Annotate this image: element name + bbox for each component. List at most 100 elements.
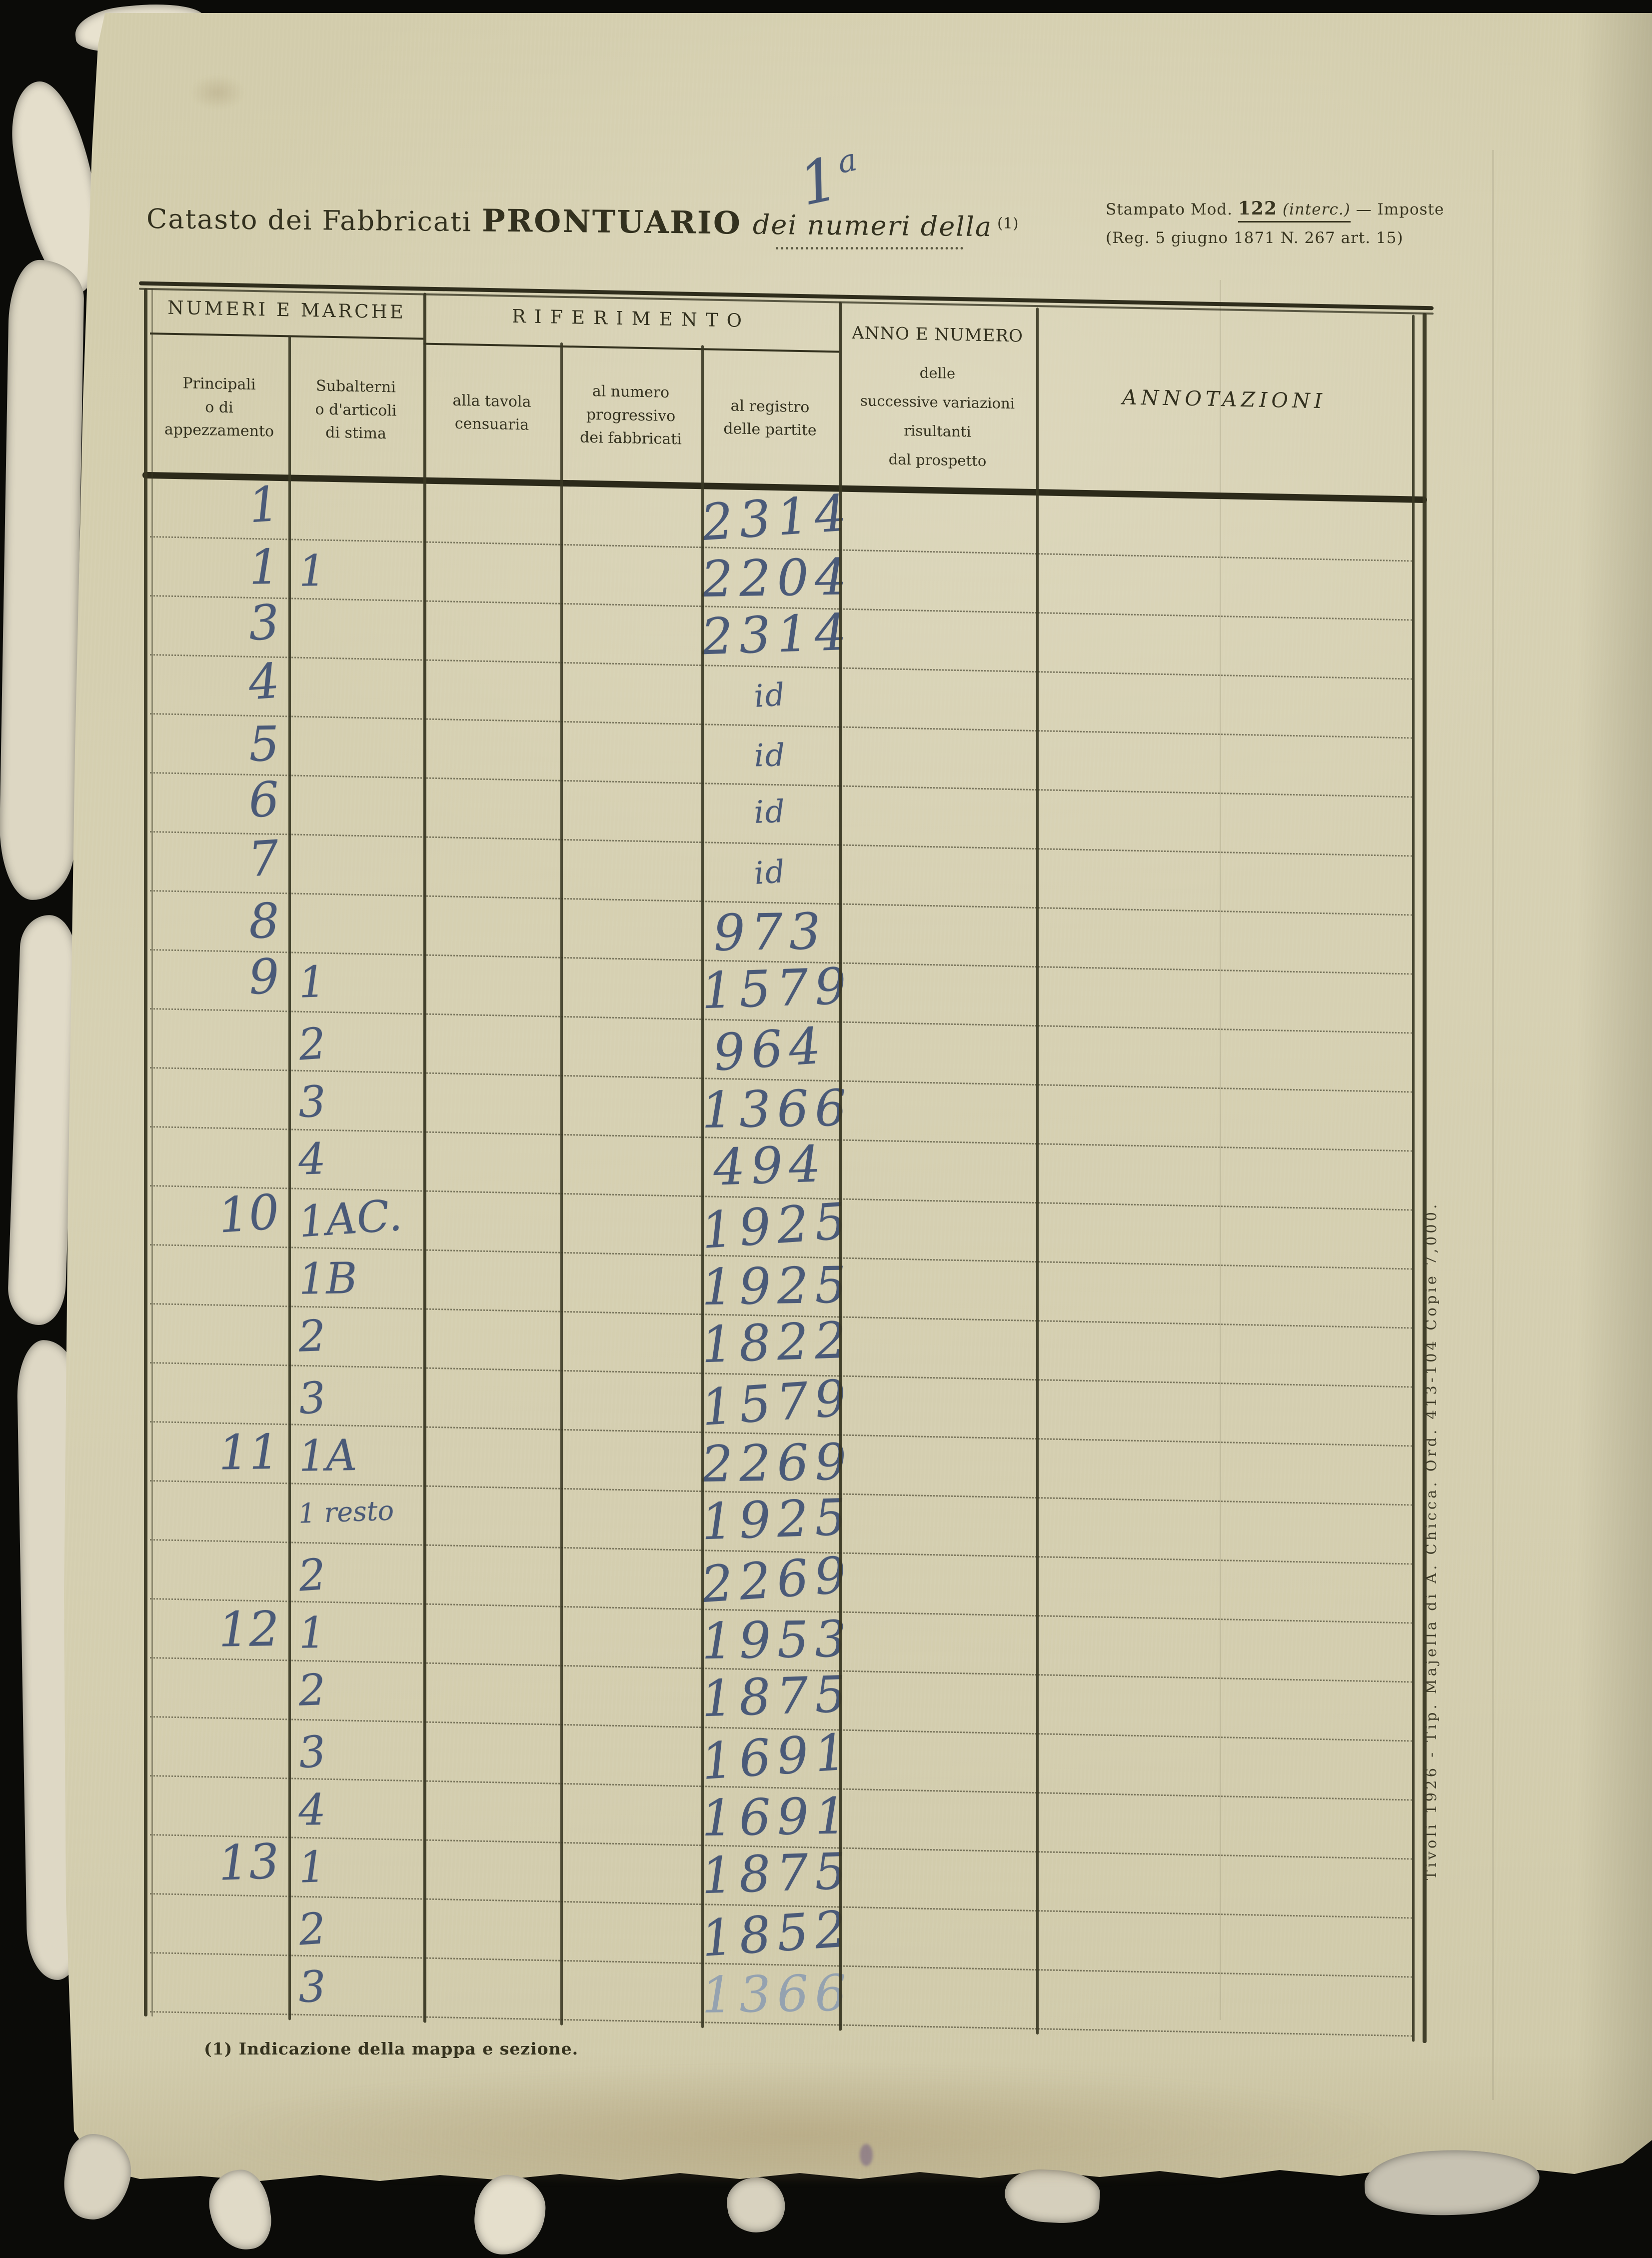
column-rule	[701, 345, 704, 2028]
subalterno-value: 3	[297, 1962, 327, 2012]
registro-value: 2314	[699, 602, 854, 666]
page-title: Catasto dei Fabbricati PRONTUARIO dei nu…	[146, 199, 1019, 244]
paper-crease	[1220, 280, 1221, 2020]
title-prefix: Catasto dei Fabbricati	[146, 203, 472, 238]
registro-value: id	[753, 736, 787, 774]
column-header-tavola-censuaria: alla tavola censuaria	[452, 392, 531, 434]
subalterno-value: 2	[296, 1904, 328, 1956]
paper-stain	[190, 75, 245, 110]
registro-value: 2314	[699, 483, 855, 552]
subalterno-value: 2	[297, 1664, 327, 1716]
registro-value: id	[753, 792, 787, 830]
subalterno-value	[287, 596, 425, 658]
principale-value	[149, 1954, 289, 2014]
ink-smudge	[860, 2144, 873, 2166]
principale-value	[149, 1778, 289, 1837]
registro-value: 2269	[699, 1545, 855, 1614]
principale-value	[148, 1302, 290, 1364]
principale-value	[148, 1537, 291, 1604]
subalterno-value: 1	[297, 546, 327, 596]
form-stamp: Stampato Mod. 122 (interc.) — Imposte (R…	[1106, 198, 1496, 247]
principale-value: 3	[247, 594, 281, 652]
principale-value: 1	[246, 476, 282, 534]
registro-value: 1852	[699, 1899, 855, 1968]
principale-value: 6	[247, 771, 281, 828]
principale-value	[149, 1246, 289, 1306]
registro-value: 1925	[699, 1488, 854, 1552]
registro-value: 1579	[699, 1368, 855, 1438]
subalterno-value: 4	[297, 1134, 327, 1185]
table-header: NUMERI E MARCHE RIFERIMENTO Principali o…	[139, 281, 1434, 504]
principale-value	[148, 1714, 291, 1781]
subalterno-value: 1	[297, 1608, 327, 1658]
subalterno-value	[286, 832, 426, 898]
title-suffix: dei numeri della	[752, 208, 993, 243]
subalterno-value: 3	[297, 1076, 327, 1128]
title-emphasis: PRONTUARIO	[482, 202, 742, 242]
subalterno-value	[286, 655, 426, 722]
registro-value: 1822	[699, 1310, 854, 1374]
column-rule	[839, 302, 842, 2031]
column-header-principali: Principali o di appezzamento	[164, 374, 274, 441]
subalterno-value: 1	[297, 1842, 327, 1893]
subalterno-value	[287, 774, 425, 836]
registro-value: 1925	[699, 1191, 855, 1260]
column-header-subalterni: Subalterni o d'articoli di stima	[315, 377, 397, 443]
subalterno-value: 1AC.	[296, 1190, 404, 1248]
group-underline	[150, 332, 423, 340]
subalterno-value: 2	[296, 1018, 328, 1070]
principale-value: 4	[246, 652, 282, 711]
column-rule	[151, 288, 153, 2017]
column-rule	[560, 342, 563, 2026]
principale-value: 13	[216, 1833, 281, 1892]
column-rule	[144, 288, 147, 2016]
register-table: NUMERI E MARCHE RIFERIMENTO Principali o…	[139, 281, 1434, 2046]
subalterno-value: 1A	[297, 1430, 358, 1482]
principale-value: 7	[246, 830, 282, 888]
principale-value	[148, 1479, 290, 1541]
group-header-numeri-e-marche: NUMERI E MARCHE	[167, 296, 406, 323]
stamp-interc: (interc.)	[1282, 200, 1351, 218]
table-body: 1 2314 1 1 2204 3 2314 4 id 5 id 6 id 7 id 8 973 9 1 1579 2 9…	[148, 476, 1412, 2037]
column-header-annotazioni: ANNOTAZIONI	[1122, 385, 1327, 414]
anno-header-subtitle: delle successive variazioni risultanti d…	[860, 364, 1015, 470]
principale-value	[148, 1125, 290, 1187]
column-rule	[423, 292, 426, 2023]
handwritten-section-number: 1a	[793, 141, 861, 219]
footnote-reference: (1)	[997, 214, 1019, 232]
stamp-line1: Stampato Mod. 122 (interc.) — Imposte	[1106, 198, 1496, 222]
dotted-fill-line	[776, 247, 963, 250]
column-header-anno-e-numero: ANNO E NUMERO delle successive variazion…	[839, 308, 1036, 490]
principale-value: 10	[215, 1184, 282, 1244]
principale-value: 12	[217, 1600, 280, 1658]
registro-value: 1691	[699, 1722, 855, 1792]
paper-crease	[1492, 150, 1494, 2100]
principale-value: 5	[247, 716, 280, 772]
column-header-registro-partite: al registro delle partite	[723, 396, 817, 440]
principale-value: 9	[247, 948, 281, 1006]
subalterno-value: 4	[297, 1784, 327, 1836]
registro-value: 1366	[700, 1078, 854, 1140]
registro-value: 2204	[700, 548, 854, 608]
subalterno-value: 3	[296, 1726, 328, 1778]
subalterno-value: 2	[297, 1310, 327, 1362]
column-rule	[288, 336, 291, 2020]
principale-value	[148, 1006, 291, 1073]
subalterno-value: 3	[296, 1372, 328, 1424]
registro-value: id	[752, 852, 788, 892]
registro-value: 1953	[700, 1610, 854, 1670]
registro-value: 1366	[700, 1964, 854, 2024]
principale-value: 1	[247, 538, 280, 596]
subalterno-value: 1	[297, 956, 327, 1008]
subalterno-value: 1 resto	[297, 1494, 395, 1530]
printer-imprint: Tivoli 1926 - Tip. Majella di A. Chicca.…	[1423, 1201, 1440, 1880]
subalterno-value	[287, 718, 424, 778]
anno-header-title: ANNO E NUMERO	[852, 322, 1023, 346]
stamp-tail: — Imposte	[1356, 200, 1445, 218]
principale-value: 8	[247, 892, 280, 950]
registro-value: 1875	[699, 1664, 854, 1728]
registro-value: 2269	[700, 1432, 854, 1494]
handwritten-exponent: a	[834, 141, 860, 181]
stamp-label: Stampato Mod.	[1106, 200, 1233, 218]
